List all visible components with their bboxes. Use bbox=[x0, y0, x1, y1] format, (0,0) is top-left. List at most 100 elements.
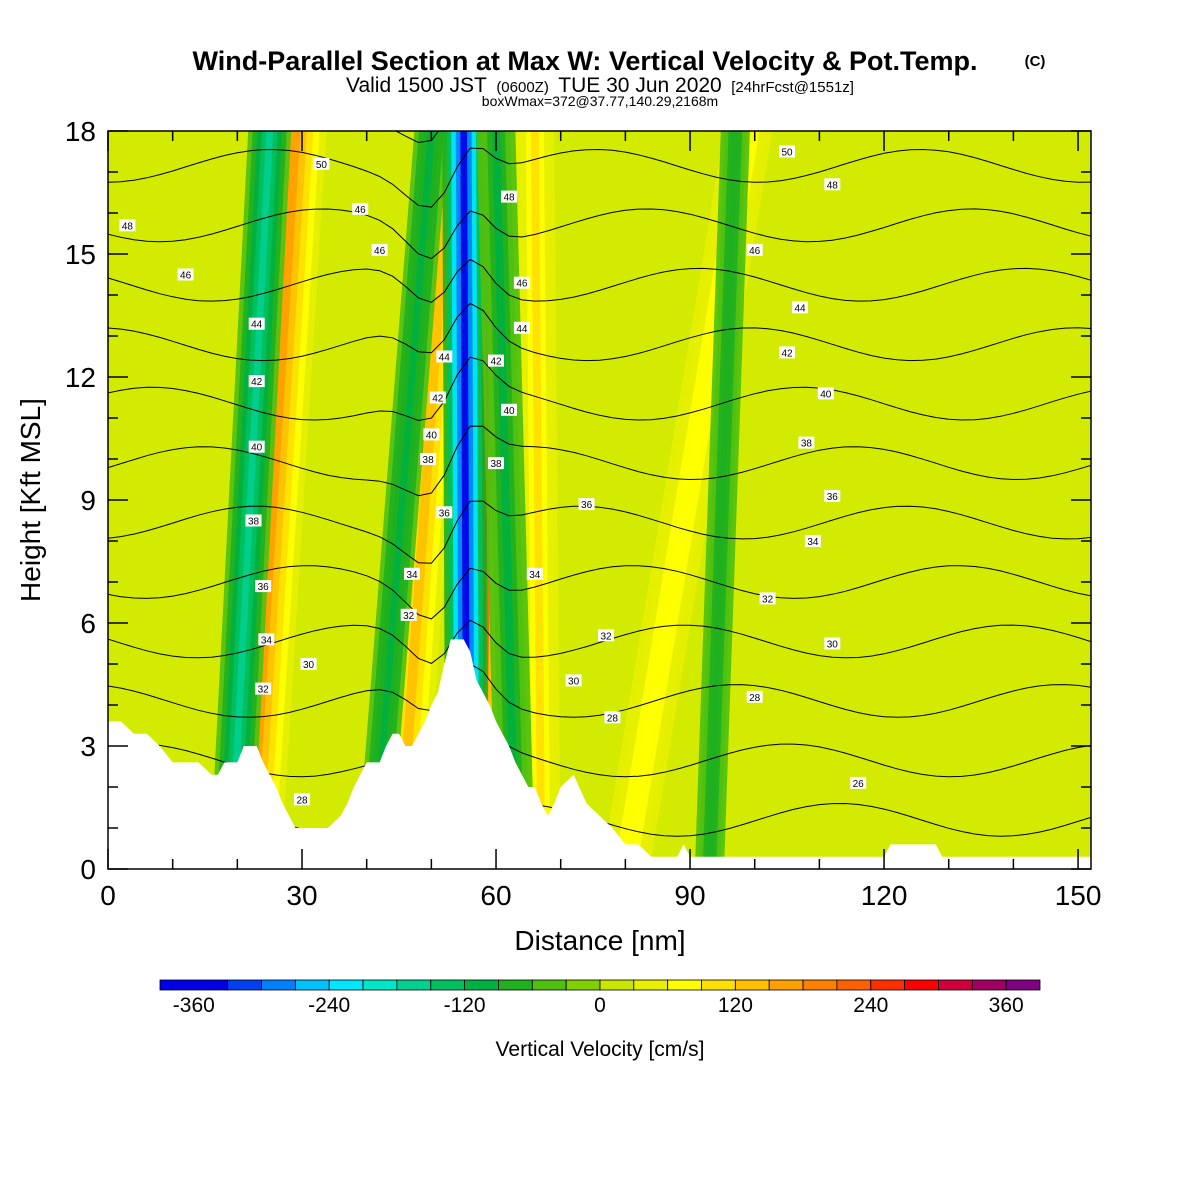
contour-label-bg bbox=[420, 453, 437, 465]
colorbar-swatch bbox=[971, 979, 1007, 991]
contour-label-bg bbox=[258, 633, 275, 646]
contour-label: 40 bbox=[503, 406, 515, 417]
contour-label: 46 bbox=[180, 271, 192, 282]
contour-label-bg bbox=[352, 202, 369, 215]
contour-label: 32 bbox=[258, 685, 270, 696]
x-tick-label: 90 bbox=[674, 880, 705, 911]
velocity-band-6-4 bbox=[369, 131, 435, 869]
colorbar-swatch bbox=[735, 979, 770, 991]
contour-label: 30 bbox=[303, 660, 315, 671]
contour-label: 28 bbox=[607, 713, 619, 724]
valid-utc: (0600Z) bbox=[496, 79, 549, 96]
contour-label-bg bbox=[488, 457, 504, 470]
contour-label: 42 bbox=[490, 357, 502, 368]
contour-label-bg bbox=[824, 637, 841, 650]
colorbar-swatch bbox=[464, 979, 499, 991]
colorbar-swatch bbox=[904, 979, 939, 991]
contour-label-bg bbox=[177, 268, 194, 281]
theta-contour-34 bbox=[108, 565, 1091, 620]
x-tick-label: 60 bbox=[480, 880, 511, 911]
contour-label: 42 bbox=[432, 394, 444, 405]
copyright-mark: (C) bbox=[1025, 53, 1046, 70]
contour-label-bg bbox=[501, 403, 517, 416]
colorbar-tick-label: 0 bbox=[594, 994, 606, 1017]
x-tick-label: 0 bbox=[100, 880, 116, 911]
contour-label-bg bbox=[513, 321, 530, 334]
contour-label: 36 bbox=[258, 582, 270, 593]
contour-label-bg bbox=[817, 387, 834, 400]
theta-contour-30 bbox=[108, 663, 1091, 718]
colorbar-tick-label: 120 bbox=[718, 994, 753, 1017]
contour-label: 40 bbox=[426, 430, 438, 441]
contour-label-bg bbox=[404, 567, 420, 580]
contour-label-bg bbox=[824, 178, 841, 191]
colorbar-swatch bbox=[261, 979, 296, 991]
colorbar-swatch bbox=[430, 979, 465, 991]
contour-label: 46 bbox=[749, 246, 761, 257]
contour-label: 38 bbox=[423, 455, 435, 466]
y-tick-label: 15 bbox=[65, 239, 96, 270]
contour-label: 46 bbox=[355, 205, 367, 216]
velocity-band-3-4 bbox=[530, 131, 546, 869]
contour-label: 34 bbox=[406, 570, 418, 581]
theta-contour-28 bbox=[108, 713, 1091, 778]
colorbar-tick-label: 240 bbox=[853, 994, 888, 1017]
y-tick-label: 0 bbox=[80, 854, 96, 885]
contour-label: 44 bbox=[439, 353, 451, 364]
velocity-band-9-4 bbox=[706, 131, 739, 869]
colorbar-swatch bbox=[938, 979, 973, 991]
x-axis-label: Distance [nm] bbox=[514, 925, 685, 956]
contour-label: 40 bbox=[251, 443, 263, 454]
contour-label: 34 bbox=[807, 537, 819, 548]
contour-label: 38 bbox=[490, 459, 502, 470]
colorbar bbox=[159, 979, 1041, 991]
x-tick-label: 120 bbox=[861, 880, 908, 911]
contour-label: 38 bbox=[248, 517, 260, 528]
contour-label-bg bbox=[578, 498, 595, 511]
contour-label-bg bbox=[759, 592, 776, 605]
contour-label-bg bbox=[436, 350, 453, 363]
colorbar-swatch bbox=[159, 979, 229, 991]
contour-label: 48 bbox=[503, 193, 515, 204]
colorbar-swatch bbox=[227, 979, 262, 991]
x-tick-label: 150 bbox=[1055, 880, 1102, 911]
colorbar-title: Vertical Velocity [cm/s] bbox=[496, 1038, 705, 1061]
colorbar-swatch bbox=[633, 979, 668, 991]
contour-label: 46 bbox=[374, 246, 386, 257]
contour-label: 32 bbox=[600, 631, 612, 642]
contour-label: 44 bbox=[794, 303, 806, 314]
y-tick-label: 3 bbox=[80, 731, 96, 762]
contour-label-bg bbox=[245, 514, 262, 527]
contour-label: 34 bbox=[261, 635, 273, 646]
contour-label-bg bbox=[300, 658, 317, 670]
contour-label-bg bbox=[746, 243, 763, 256]
contour-label: 44 bbox=[516, 324, 528, 335]
theta-contour-40 bbox=[108, 356, 1091, 422]
contour-label: 44 bbox=[251, 320, 263, 331]
contour-label-bg bbox=[313, 157, 330, 170]
contour-label-bg bbox=[850, 776, 867, 789]
velocity-band-5-4 bbox=[227, 131, 274, 869]
colorbar-swatch bbox=[565, 979, 601, 991]
plot-area: 48 46 50 46 46 44 42 40 38 36 34 32 30 28 34 32 44 42 40 38… bbox=[108, 131, 1091, 869]
y-axis-label: Height [Kft MSL] bbox=[15, 398, 46, 602]
theta-contour-labels: 48 46 50 46 46 44 42 40 38 36 34 32 30 28 34 32 44 42 40 38… bbox=[119, 145, 867, 806]
y-tick-label: 9 bbox=[80, 485, 96, 516]
contour-label-bg bbox=[779, 346, 795, 359]
contour-label: 28 bbox=[749, 693, 761, 704]
contour-label-bg bbox=[565, 674, 582, 687]
colorbar-tick-label: -240 bbox=[308, 994, 350, 1017]
velocity-band-8-4 bbox=[492, 131, 520, 869]
valid-time-line: Valid 1500 JST (0600Z) TUE 30 Jun 2020 [… bbox=[346, 74, 854, 97]
y-tick-label: 6 bbox=[80, 608, 96, 639]
contour-label-bg bbox=[488, 354, 504, 367]
contour-label-bg bbox=[248, 317, 265, 330]
theta-contour-44 bbox=[108, 258, 1091, 303]
colorbar-swatch bbox=[294, 979, 330, 991]
contour-label-bg bbox=[792, 301, 808, 314]
contour-label-bg bbox=[294, 793, 310, 806]
y-tick-label: 12 bbox=[65, 362, 96, 393]
contour-label-bg bbox=[513, 276, 530, 289]
box-info: boxWmax=372@37.77,140.29,2168m bbox=[482, 93, 718, 109]
colorbar-swatch bbox=[836, 979, 872, 991]
